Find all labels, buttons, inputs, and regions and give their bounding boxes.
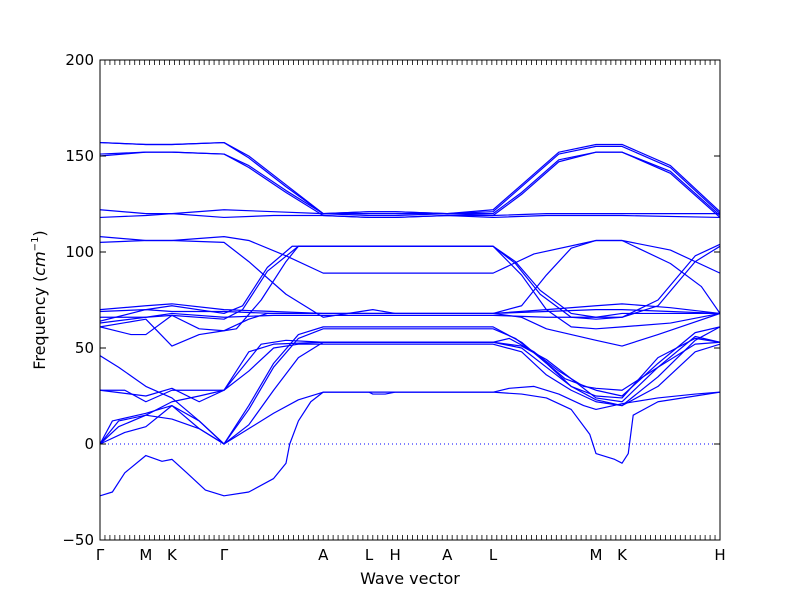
y-tick-label: −50 <box>62 531 94 549</box>
branch-line-18 <box>100 343 720 407</box>
x-tick-label-l: L <box>489 546 498 564</box>
phonon-branches <box>100 141 720 497</box>
x-tick-label-m: M <box>590 546 603 564</box>
branch-line-19 <box>100 335 720 445</box>
x-tick-label-gamma: Γ <box>220 546 229 564</box>
y-tick-label: 50 <box>75 339 94 357</box>
y-tick-label: 0 <box>84 435 94 453</box>
y-tick-label: 200 <box>65 51 94 69</box>
branch-line-13 <box>100 312 720 318</box>
branch-line-21 <box>100 326 720 445</box>
y-tick-label: 150 <box>65 147 94 165</box>
y-tick-label: 100 <box>65 243 94 261</box>
x-tick-label-a: A <box>442 546 453 564</box>
branch-line-14 <box>100 245 720 336</box>
x-tick-label-k: K <box>167 546 178 564</box>
x-tick-label-a: A <box>318 546 329 564</box>
branch-line-20 <box>100 326 720 445</box>
y-axis-title-text: Frequency ( <box>30 276 49 370</box>
branch-line-15 <box>100 312 720 347</box>
x-tick-label-k: K <box>617 546 628 564</box>
x-tick-label-gamma: Γ <box>96 546 105 564</box>
branch-line-23 <box>100 391 720 497</box>
x-axis-ticks <box>99 60 721 540</box>
y-axis-unit-exponent: −1 <box>30 237 41 252</box>
branch-line-6 <box>100 213 720 219</box>
x-tick-label-m: M <box>139 546 152 564</box>
x-axis-title: Wave vector <box>360 569 460 588</box>
x-tick-label-h: H <box>389 546 400 564</box>
y-axis-title-close: ) <box>30 230 49 236</box>
x-tick-label-h: H <box>714 546 725 564</box>
plot-frame <box>99 59 721 541</box>
branch-line-2 <box>100 141 720 215</box>
y-axis-unit-base: cm <box>30 251 49 275</box>
y-axis-title: Frequency (cm−1) <box>30 230 49 369</box>
branch-line-5 <box>100 209 720 217</box>
y-axis-tick-labels: −50 0 50 100 150 200 <box>62 51 94 549</box>
x-tick-label-l: L <box>365 546 374 564</box>
